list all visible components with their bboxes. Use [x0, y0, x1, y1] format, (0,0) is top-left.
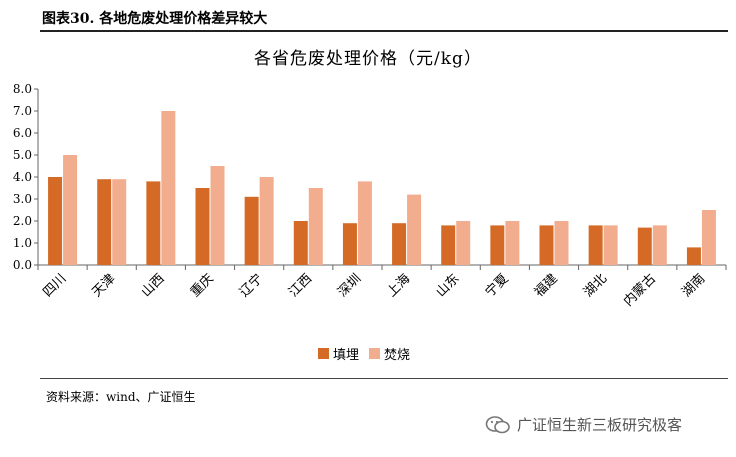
x-tick-label: 内蒙古: [620, 271, 659, 310]
source-divider: [40, 378, 728, 379]
legend: 填埋 焚烧: [318, 344, 420, 363]
chart-title: 各省危废处理价格（元/kg）: [254, 49, 482, 69]
bar-landfill: [441, 225, 456, 265]
bar-landfill: [342, 223, 357, 265]
bar-incineration: [603, 225, 618, 265]
bar-landfill: [97, 179, 112, 265]
wechat-icon: [485, 415, 510, 433]
bar-landfill: [146, 181, 161, 265]
x-tick-label: 山西: [139, 271, 168, 300]
bar-landfill: [686, 247, 701, 265]
legend-label-incineration: 焚烧: [384, 348, 411, 363]
x-tick-label: 山东: [434, 271, 463, 300]
bar-incineration: [357, 181, 372, 265]
figure-label: 图表30. 各地危废处理价格差异较大: [42, 11, 268, 27]
bar-incineration: [161, 111, 176, 265]
x-tick-label: 宁夏: [482, 271, 512, 301]
source-note: 资料来源：wind、广证恒生: [46, 390, 196, 404]
watermark: 广证恒生新三板研究极客: [485, 414, 682, 435]
x-tick-label: 福建: [532, 271, 561, 300]
bar-landfill: [392, 223, 407, 265]
figure-header: 图表30. 各地危废处理价格差异较大: [40, 4, 728, 32]
x-tick-label: 重庆: [187, 271, 217, 301]
bar-incineration: [456, 221, 471, 265]
legend-item-incineration: 焚烧: [369, 344, 410, 363]
bar-incineration: [210, 166, 225, 265]
legend-item-landfill: 填埋: [318, 344, 359, 363]
y-tick-label: 4.0: [13, 170, 32, 184]
bar-landfill: [588, 225, 603, 265]
bar-incineration: [112, 179, 127, 265]
y-tick-label: 6.0: [13, 126, 32, 140]
bar-landfill: [637, 227, 652, 265]
y-tick-label: 7.0: [13, 104, 32, 118]
x-tick-label: 湖南: [679, 271, 709, 301]
y-tick-label: 1.0: [13, 236, 32, 250]
y-axis: 0.0 1.0 2.0 3.0 4.0 5.0 6.0 7.0 8.0: [13, 82, 39, 272]
bar-incineration: [308, 188, 323, 265]
x-tick-label: 深圳: [335, 271, 364, 300]
bar-landfill: [539, 225, 554, 265]
x-tick-label: 天津: [90, 271, 119, 300]
legend-label-landfill: 填埋: [333, 348, 360, 363]
bar-landfill: [293, 221, 308, 265]
watermark-text: 广证恒生新三板研究极客: [517, 416, 683, 434]
y-tick-label: 2.0: [13, 214, 32, 228]
x-tick-label: 辽宁: [236, 271, 266, 301]
x-tick-label: 四川: [40, 271, 69, 300]
bar-incineration: [259, 177, 274, 265]
bar-landfill: [244, 196, 259, 265]
bar-landfill: [195, 188, 210, 265]
legend-swatch-incineration: [369, 348, 381, 359]
y-tick-label: 8.0: [13, 82, 32, 96]
bar-landfill: [490, 225, 505, 265]
legend-swatch-landfill: [318, 348, 329, 359]
x-tick-label: 湖北: [581, 271, 610, 300]
bar-incineration: [554, 221, 569, 265]
bars: [48, 111, 716, 265]
x-tick-label: 江西: [286, 271, 315, 300]
bar-incineration: [63, 155, 78, 265]
y-tick-label: 5.0: [13, 148, 32, 162]
x-axis: 四川 天津 山西 重庆 辽宁 江西 深圳 上海 山东 宁夏 福建 湖北 内蒙古 湖南: [37, 264, 727, 310]
x-tick-label: 上海: [384, 271, 413, 300]
bar-incineration: [701, 210, 716, 265]
bar-incineration: [652, 225, 667, 265]
y-tick-label: 3.0: [13, 192, 32, 206]
bar-incineration: [505, 221, 520, 265]
y-tick-label: 0.0: [13, 258, 32, 272]
bar-incineration: [407, 194, 422, 265]
bar-landfill: [48, 177, 63, 265]
